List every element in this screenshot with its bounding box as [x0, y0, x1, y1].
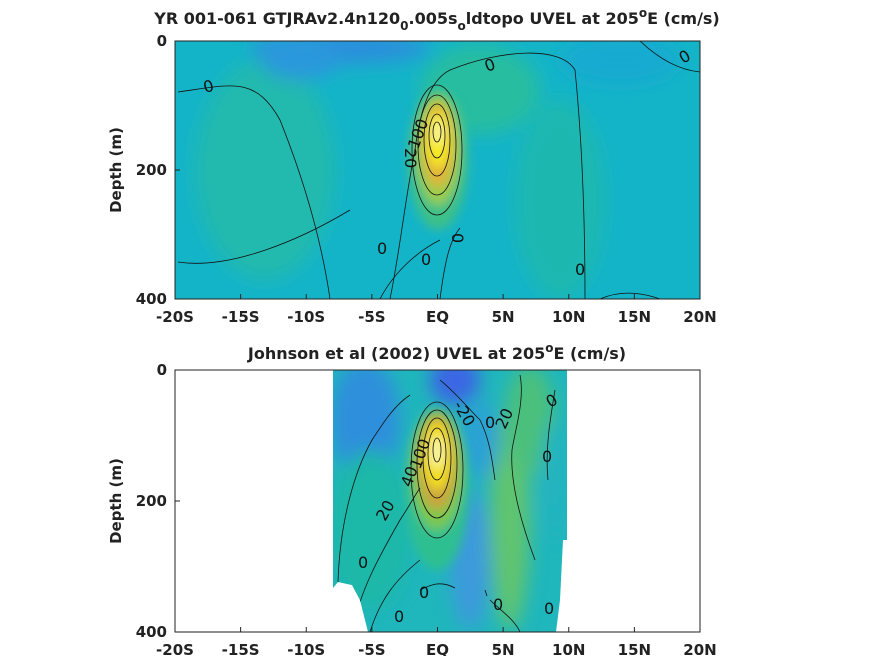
x-tick-label: -10S — [287, 641, 325, 656]
bottom-panel: Johnson et al (2002) UVEL at 205oE (cm/s… — [107, 341, 717, 656]
bottom-y-axis: 0 200 400 — [136, 361, 180, 641]
contour-label: 0 — [448, 233, 467, 243]
top-heatmap — [175, 41, 700, 299]
x-tick-label: EQ — [426, 308, 449, 326]
contour-label: 0 — [485, 413, 495, 432]
y-tick-label: 400 — [136, 290, 167, 308]
contour-label: 0 — [377, 239, 387, 258]
x-tick-label: -5S — [358, 641, 385, 656]
top-y-axis-label: Depth (m) — [107, 127, 125, 213]
top-x-axis: -20S -15S -10S -5S EQ 5N 10N 15N 20N — [156, 294, 717, 326]
x-tick-label: 5N — [492, 308, 515, 326]
x-tick-label: -5S — [358, 308, 385, 326]
x-tick-label: -20S — [156, 308, 194, 326]
contour-label: 0 — [201, 76, 216, 97]
x-tick-label: -15S — [222, 641, 260, 656]
bottom-heatmap — [333, 370, 567, 632]
contour-label: 0 — [421, 250, 431, 269]
x-tick-label: 15N — [618, 308, 651, 326]
y-tick-label: 400 — [136, 623, 167, 641]
y-tick-label: 0 — [157, 32, 167, 50]
top-panel-title: YR 001-061 GTJRAv2.4n1200.005soldtopo UV… — [153, 6, 720, 33]
contour-label: 0 — [542, 447, 552, 466]
x-tick-label: 10N — [552, 641, 585, 656]
bottom-panel-title: Johnson et al (2002) UVEL at 205oE (cm/s… — [247, 341, 626, 363]
top-panel: YR 001-061 GTJRAv2.4n1200.005soldtopo UV… — [107, 6, 720, 326]
bottom-y-axis-label: Depth (m) — [107, 458, 125, 544]
contour-label: 0 — [358, 553, 368, 572]
y-tick-label: 200 — [136, 161, 167, 179]
x-tick-label: -10S — [287, 308, 325, 326]
y-tick-label: 200 — [136, 492, 167, 510]
x-tick-label: -15S — [222, 308, 260, 326]
contour-label: 0 — [394, 607, 404, 626]
x-tick-label: 20N — [683, 641, 716, 656]
contour-label: 0 — [575, 260, 585, 279]
x-tick-label: 5N — [492, 641, 515, 656]
contour-label: 20 — [401, 148, 420, 168]
x-tick-label: 10N — [552, 308, 585, 326]
top-y-axis: 0 200 400 — [136, 32, 180, 308]
x-tick-label: 15N — [618, 641, 651, 656]
contour-label: 0 — [493, 595, 503, 614]
y-tick-label: 0 — [157, 361, 167, 379]
x-tick-label: -20S — [156, 641, 194, 656]
x-tick-label: EQ — [426, 641, 449, 656]
x-tick-label: 20N — [683, 308, 716, 326]
contour-label: 0 — [419, 583, 429, 602]
contour-label: 0 — [544, 599, 554, 618]
bottom-x-axis: -20S -15S -10S -5S EQ 5N 10N 15N 20N — [156, 627, 717, 656]
